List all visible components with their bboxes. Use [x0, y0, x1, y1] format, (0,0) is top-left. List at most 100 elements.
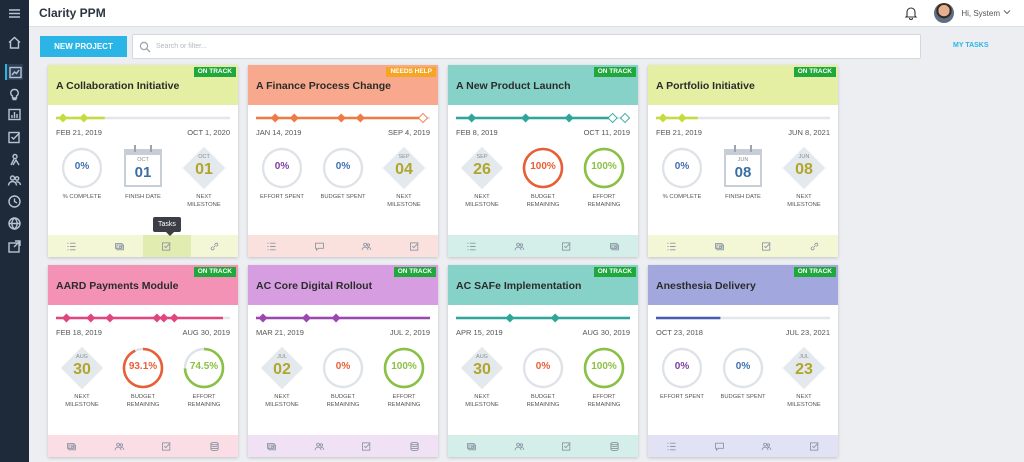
footer-money-button[interactable] — [191, 435, 239, 457]
metric-diamond[interactable]: JUL 23 NEXT MILESTONE — [775, 345, 833, 417]
metric-ring[interactable]: 0% BUDGET REMAINING — [514, 345, 572, 417]
sidebar-global-button[interactable] — [5, 215, 23, 231]
card-header[interactable]: A Finance Process Change NEEDS HELP — [248, 65, 438, 105]
sidebar-team-button[interactable] — [5, 172, 23, 188]
metric-ring[interactable]: 0% % COMPLETE — [653, 145, 711, 217]
milestone-marker[interactable] — [336, 113, 346, 123]
footer-list-button[interactable] — [48, 235, 96, 257]
card-header[interactable]: A Collaboration Initiative ON TRACK — [48, 65, 238, 105]
project-card[interactable]: AC Core Digital Rollout ON TRACK MAR 21, 2… — [248, 265, 438, 457]
footer-budget-button[interactable] — [248, 435, 296, 457]
milestone-marker[interactable] — [550, 313, 560, 323]
project-title[interactable]: Anesthesia Delivery — [656, 280, 756, 292]
metric-ring[interactable]: 0% % COMPLETE — [53, 145, 111, 217]
milestone-marker[interactable] — [86, 313, 96, 323]
sidebar-portfolio-button[interactable] — [5, 64, 23, 80]
metric-diamond[interactable]: SEP 26 NEXT MILESTONE — [453, 145, 511, 217]
project-title[interactable]: A Finance Process Change — [256, 80, 391, 92]
future-milestone-marker[interactable] — [619, 112, 630, 124]
metric-diamond[interactable]: AUG 30 NEXT MILESTONE — [53, 345, 111, 417]
metric-ring[interactable]: 0% BUDGET REMAINING — [314, 345, 372, 417]
metric-diamond[interactable]: JUN 08 NEXT MILESTONE — [775, 145, 833, 217]
bell-icon[interactable] — [904, 6, 918, 20]
metric-ring[interactable]: 100% BUDGET REMAINING — [514, 145, 572, 217]
card-header[interactable]: A Portfolio Initiative ON TRACK — [648, 65, 838, 105]
footer-tasks-button[interactable] — [391, 235, 439, 257]
project-card[interactable]: AARD Payments Module ON TRACK FEB 18, 2019… — [48, 265, 238, 457]
project-title[interactable]: A Collaboration Initiative — [56, 80, 180, 92]
milestone-marker[interactable] — [467, 113, 477, 123]
project-card[interactable]: A New Product Launch ON TRACK FEB 8, 2019 O… — [448, 65, 638, 257]
footer-list-button[interactable] — [248, 235, 296, 257]
sidebar-home-button[interactable] — [5, 34, 23, 50]
footer-budget-button[interactable] — [591, 235, 639, 257]
metric-diamond[interactable]: JUL 02 NEXT MILESTONE — [253, 345, 311, 417]
footer-tasks-button[interactable] — [791, 435, 839, 457]
footer-chat-button[interactable] — [696, 435, 744, 457]
footer-team-button[interactable] — [296, 435, 344, 457]
milestone-marker[interactable] — [79, 113, 89, 123]
metric-calendar[interactable]: JUN 08 FINISH DATE — [714, 145, 772, 217]
metric-diamond[interactable]: SEP 04 NEXT MILESTONE — [375, 145, 433, 217]
metric-calendar[interactable]: OCT 01 FINISH DATE — [114, 145, 172, 217]
avatar[interactable] — [934, 3, 954, 23]
search-input[interactable]: Search or filter... — [132, 34, 921, 59]
metric-ring[interactable]: 100% EFFORT REMAINING — [575, 345, 633, 417]
footer-tasks-button[interactable] — [143, 235, 191, 257]
metric-ring[interactable]: 74.5% EFFORT REMAINING — [175, 345, 233, 417]
sidebar-timesheet-button[interactable] — [5, 193, 23, 209]
user-greeting[interactable]: Hi, System — [961, 9, 1000, 18]
footer-tasks-button[interactable] — [143, 435, 191, 457]
milestone-marker[interactable] — [58, 113, 68, 123]
milestone-marker[interactable] — [105, 313, 115, 323]
milestone-marker[interactable] — [301, 313, 311, 323]
my-tasks-link[interactable]: MY TASKS — [953, 42, 989, 49]
milestone-marker[interactable] — [505, 313, 515, 323]
metric-ring[interactable]: 0% EFFORT SPENT — [653, 345, 711, 417]
footer-budget-button[interactable] — [696, 235, 744, 257]
milestone-marker[interactable] — [521, 113, 531, 123]
footer-tasks-button[interactable] — [743, 235, 791, 257]
footer-team-button[interactable] — [96, 435, 144, 457]
sidebar-ideas-button[interactable] — [5, 86, 23, 102]
metric-ring[interactable]: 93.1% BUDGET REMAINING — [114, 345, 172, 417]
future-milestone-marker[interactable] — [417, 112, 429, 124]
project-card[interactable]: A Finance Process Change NEEDS HELP JAN 14… — [248, 65, 438, 257]
milestone-marker[interactable] — [564, 113, 574, 123]
project-title[interactable]: AC Core Digital Rollout — [256, 280, 373, 292]
footer-budget-button[interactable] — [96, 235, 144, 257]
footer-list-button[interactable] — [648, 235, 696, 257]
milestone-marker[interactable] — [677, 113, 687, 123]
milestone-marker[interactable] — [355, 113, 365, 123]
metric-ring[interactable]: 0% EFFORT SPENT — [253, 145, 311, 217]
future-milestone-marker[interactable] — [607, 112, 618, 124]
sidebar-reports-button[interactable] — [5, 106, 23, 122]
card-header[interactable]: AC SAFe Implementation ON TRACK — [448, 265, 638, 305]
project-title[interactable]: A Portfolio Initiative — [656, 80, 755, 92]
milestone-marker[interactable] — [289, 113, 299, 123]
footer-team-button[interactable] — [743, 435, 791, 457]
metric-diamond[interactable]: AUG 30 NEXT MILESTONE — [453, 345, 511, 417]
footer-team-button[interactable] — [496, 435, 544, 457]
milestone-marker[interactable] — [658, 113, 668, 123]
milestone-marker[interactable] — [270, 113, 280, 123]
footer-team-button[interactable] — [343, 235, 391, 257]
project-card[interactable]: Anesthesia Delivery ON TRACK OCT 23, 2018 J… — [648, 265, 838, 457]
card-header[interactable]: AARD Payments Module ON TRACK — [48, 265, 238, 305]
new-project-button[interactable]: NEW PROJECT — [40, 36, 127, 57]
milestone-marker[interactable] — [159, 313, 169, 323]
footer-tasks-button[interactable] — [543, 435, 591, 457]
project-card[interactable]: A Collaboration Initiative ON TRACK FEB 21… — [48, 65, 238, 257]
card-header[interactable]: Anesthesia Delivery ON TRACK — [648, 265, 838, 305]
footer-list-button[interactable] — [448, 235, 496, 257]
footer-tasks-button[interactable] — [543, 235, 591, 257]
milestone-marker[interactable] — [258, 313, 268, 323]
chevron-down-icon[interactable] — [1002, 7, 1012, 17]
sidebar-menu-button[interactable] — [5, 5, 23, 21]
footer-money-button[interactable] — [591, 435, 639, 457]
sidebar-resources-button[interactable] — [5, 151, 23, 167]
footer-tasks-button[interactable] — [343, 435, 391, 457]
metric-diamond[interactable]: OCT 01 NEXT MILESTONE — [175, 145, 233, 217]
footer-chat-button[interactable] — [296, 235, 344, 257]
footer-list-button[interactable] — [648, 435, 696, 457]
